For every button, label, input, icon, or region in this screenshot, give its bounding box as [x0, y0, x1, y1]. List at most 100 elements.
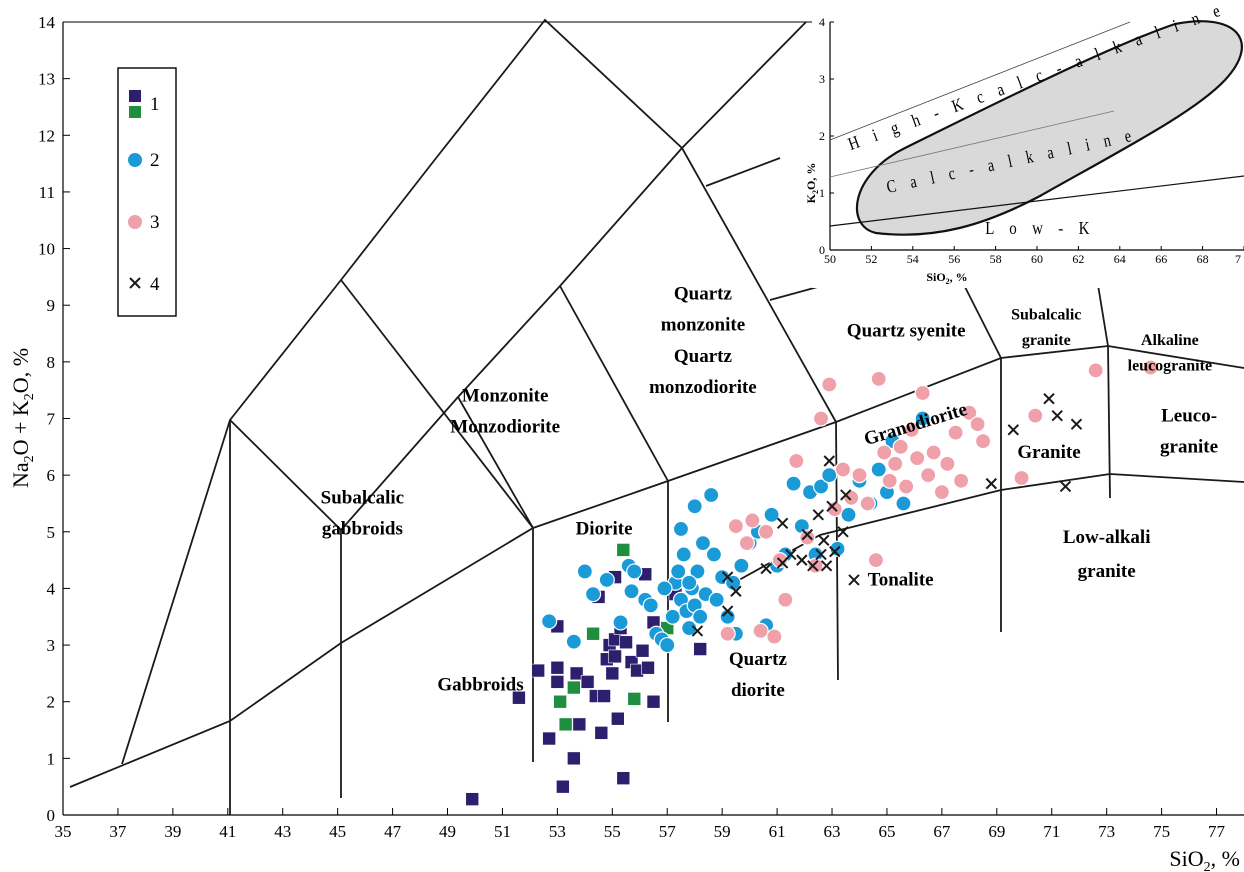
- inset-y-label-unit: O, %: [804, 163, 818, 190]
- data-point-circle: [681, 574, 698, 591]
- data-point-circle: [898, 478, 915, 495]
- boundary-69-upper: [963, 284, 1002, 359]
- inset-x-tick-label: 68: [1197, 252, 1209, 266]
- y-label-sub-1: 2: [22, 455, 37, 462]
- inset-y-tick-label: 3: [819, 72, 825, 86]
- data-point-square: [605, 666, 620, 681]
- data-point-circle: [821, 376, 838, 393]
- data-point-circle: [920, 467, 937, 484]
- data-point-cross: [848, 574, 860, 586]
- inset-x-label-unit: , %: [950, 270, 968, 284]
- data-point-cross: [785, 548, 797, 561]
- data-point-circle: [727, 518, 744, 535]
- y-tick-label: 5: [47, 523, 56, 542]
- data-point-circle: [843, 489, 860, 506]
- data-point-cross: [826, 500, 838, 513]
- boundary-mid: [705, 157, 781, 187]
- data-point-circle: [689, 563, 706, 580]
- x-tick-label: 47: [384, 822, 402, 841]
- data-point-square: [512, 690, 526, 705]
- field-label: Gabbroids: [437, 674, 523, 695]
- data-point-circle: [909, 450, 926, 467]
- legend: 1 2 3 4: [117, 67, 177, 317]
- inset-y-tick-label: 4: [819, 15, 825, 29]
- data-point-circle: [656, 580, 673, 597]
- data-point-circle: [961, 404, 978, 421]
- data-point-cross: [837, 526, 849, 538]
- y-label-part-1: Na: [8, 462, 33, 488]
- inset-calc-alkaline-field: [855, 20, 1243, 236]
- x-tick-label: 51: [494, 822, 511, 841]
- y-tick-label: 10: [38, 240, 55, 259]
- inset-x-tick-label: 7: [1235, 252, 1241, 266]
- x-tick-label: 69: [988, 822, 1005, 841]
- data-point-cross: [691, 625, 704, 637]
- data-point-cross: [820, 560, 833, 572]
- data-point-circle: [642, 597, 659, 614]
- inset-low-k-boundary: [829, 175, 1244, 227]
- x-tick-label: 39: [164, 822, 181, 841]
- inset-x-tick-label: 62: [1072, 252, 1084, 266]
- field-boundaries: [69, 18, 1244, 815]
- data-point-circle: [584, 585, 602, 603]
- data-point-cross: [1059, 480, 1072, 493]
- data-point-cross: [776, 557, 789, 569]
- data-point-square: [619, 635, 633, 650]
- field-label: Tonalite: [868, 570, 934, 591]
- legend-marker-2: [128, 153, 142, 167]
- data-point-square: [693, 642, 707, 656]
- data-point-circle: [876, 444, 893, 461]
- legend-label-1: 1: [150, 94, 160, 115]
- data-point-square: [567, 751, 581, 766]
- data-point-circle: [892, 438, 909, 455]
- field-label: Alkaline: [1141, 332, 1199, 349]
- data-point-square: [608, 649, 622, 664]
- data-point-circle: [752, 622, 769, 640]
- data-point-cross: [818, 534, 830, 546]
- data-point-circle: [939, 455, 956, 472]
- x-axis-ticks: 35 37 39 41 43 45 47 49 51 53 55 57 59 61 63 65 67 69 71 73…: [55, 808, 1226, 841]
- data-point-square: [616, 543, 631, 557]
- data-point-circle: [799, 529, 816, 546]
- y-tick-label: 9: [47, 296, 56, 315]
- data-point-circle: [598, 571, 615, 589]
- y-tick-label: 11: [39, 183, 55, 202]
- data-point-circle: [1027, 407, 1044, 424]
- data-point-cross: [1007, 424, 1020, 436]
- data-point-cross: [815, 548, 827, 561]
- legend-label-4: 4: [150, 274, 160, 295]
- field-label: Granite: [1017, 442, 1080, 463]
- field-label: Quartz: [729, 649, 788, 670]
- boundary-monzodiorite: [457, 396, 534, 529]
- data-point-square: [597, 689, 611, 703]
- y-tick-label: 13: [38, 70, 55, 89]
- x-tick-label: 53: [549, 822, 566, 841]
- data-point-square: [550, 675, 565, 689]
- inset-x-label-main: SiO: [926, 270, 945, 284]
- data-point-circle: [703, 486, 720, 504]
- data-point-circle: [914, 384, 931, 402]
- data-point-cross: [796, 554, 808, 566]
- inset-x-tick-label: 60: [1031, 252, 1043, 266]
- data-point-cross: [730, 585, 742, 597]
- field-label: Diorite: [576, 519, 633, 540]
- data-point-circle: [659, 636, 676, 654]
- x-tick-label: 49: [439, 822, 456, 841]
- data-point-circle: [851, 467, 868, 484]
- data-point-circle: [758, 523, 775, 540]
- data-point-circle: [895, 495, 912, 512]
- data-point-cross: [1051, 409, 1063, 422]
- data-point-circle: [576, 563, 593, 580]
- data-point-cross: [807, 560, 819, 572]
- x-label-unit: , %: [1211, 846, 1240, 871]
- x-tick-label: 37: [109, 822, 127, 841]
- field-label: Low-alkali: [1063, 527, 1151, 548]
- y-tick-label: 12: [38, 126, 55, 145]
- inset-upper-boundary: [829, 21, 1131, 141]
- data-point-square: [610, 711, 625, 726]
- data-point-cross: [812, 509, 824, 521]
- data-point-circle: [947, 424, 964, 441]
- data-point-circle: [1087, 362, 1104, 379]
- field-label: Monzonite: [462, 386, 549, 407]
